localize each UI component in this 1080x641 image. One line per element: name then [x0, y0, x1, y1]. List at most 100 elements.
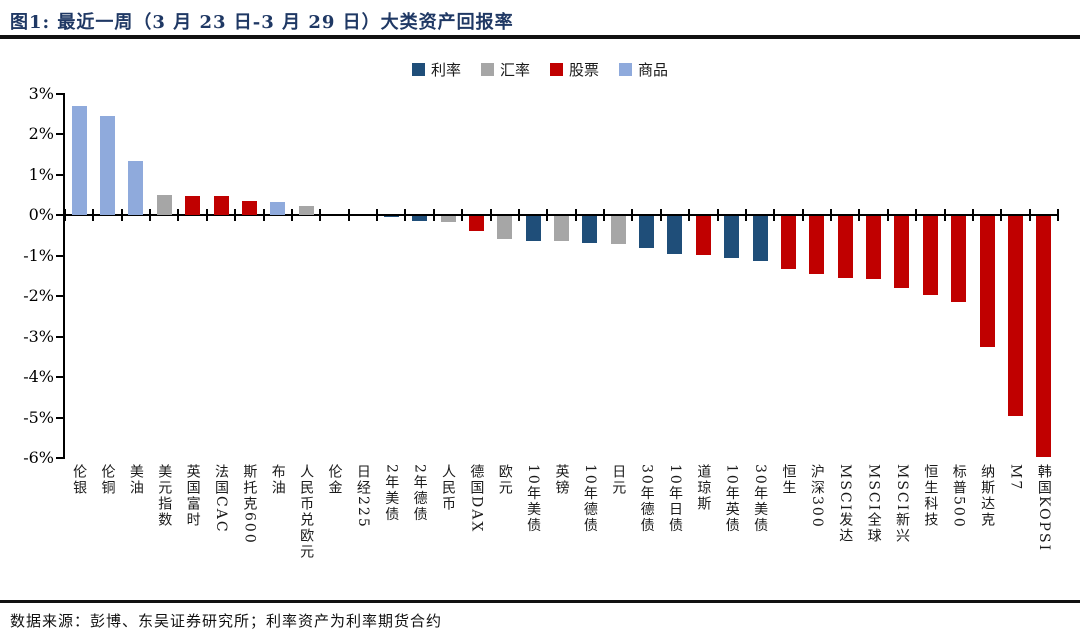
category-label: MSCI发达: [837, 464, 854, 545]
chart-bar: [639, 216, 655, 249]
x-axis-tick: [64, 209, 66, 221]
category-label: 法国CAC: [213, 464, 230, 534]
data-source-note: 数据来源：彭博、东吴证券研究所；利率资产为利率期货合约: [10, 612, 443, 630]
x-axis-tick: [120, 209, 123, 221]
x-axis-tick: [234, 209, 237, 221]
chart-bar: [922, 216, 938, 296]
legend-item: 利率: [411, 59, 461, 80]
chart-bar: [667, 216, 683, 254]
x-axis-tick: [1028, 209, 1031, 221]
x-axis-tick: [546, 209, 549, 221]
category-label: 布油: [269, 464, 286, 496]
legend-swatch-icon: [480, 63, 494, 76]
chart-bar: [979, 216, 995, 348]
chart-bar: [468, 216, 484, 231]
x-axis-tick: [205, 209, 208, 221]
y-axis-tick-label: 1%: [28, 164, 54, 184]
x-axis-tick: [149, 209, 152, 221]
y-axis-tick: [56, 457, 64, 459]
x-axis-tick: [262, 209, 265, 221]
y-axis-tick-label: 2%: [28, 124, 54, 143]
category-label: MSCI新兴: [893, 464, 910, 545]
y-axis-tick-label: -4%: [23, 367, 54, 386]
x-axis-tick: [773, 209, 776, 221]
footer-divider: [0, 600, 1080, 603]
chart-bar: [270, 202, 286, 215]
category-label: 2年美债: [383, 464, 400, 523]
chart-bar: [837, 216, 853, 278]
chart-bar: [724, 216, 740, 258]
chart-bar: [780, 216, 796, 269]
legend-item-label: 汇率: [499, 61, 530, 79]
chart-bar: [298, 206, 314, 215]
chart-bar: [185, 195, 201, 215]
category-label: 日经225: [354, 464, 371, 529]
y-axis-tick-label: -2%: [23, 286, 54, 305]
category-label: 标普500: [950, 464, 967, 529]
chart-bar: [610, 216, 626, 244]
category-label: 人民币: [440, 464, 456, 512]
category-label: 伦铜: [99, 464, 116, 496]
x-axis-tick: [915, 209, 918, 221]
x-axis-tick: [971, 209, 974, 221]
legend-swatch-icon: [411, 63, 425, 76]
y-axis-tick: [56, 335, 64, 338]
chart-bar: [412, 216, 428, 221]
x-axis-tick: [1057, 209, 1059, 221]
category-label: 沪深300: [808, 464, 825, 529]
legend-item: 汇率: [480, 59, 530, 80]
category-label: 德国DAX: [468, 464, 485, 534]
legend-swatch-icon: [619, 63, 633, 76]
figure-title: 图1: 最近一周（3 月 23 日-3 月 29 日）大类资产回报率: [10, 12, 514, 33]
chart-bar: [809, 216, 825, 274]
x-axis-line: [63, 214, 1059, 216]
chart-bar: [497, 216, 513, 239]
legend-item: 商品: [619, 59, 668, 80]
x-axis-tick: [943, 209, 946, 221]
chart-bar: [241, 201, 257, 215]
chart-bar: [554, 216, 569, 242]
y-axis-tick: [56, 214, 64, 216]
x-axis-tick: [92, 209, 95, 221]
legend: 利率 汇率 股票 商品: [0, 59, 1080, 80]
legend-item-label: 股票: [569, 61, 600, 79]
chart-bar: [128, 161, 144, 215]
category-label: 人民币兑欧元: [298, 464, 315, 560]
category-label: 纳斯达克: [979, 464, 996, 528]
category-label: 恒生科技: [922, 464, 939, 528]
category-label: 10年日债: [666, 464, 683, 534]
category-label: 10年美债: [525, 464, 542, 534]
chart-bar: [100, 115, 116, 215]
category-label: 英国富时: [184, 464, 201, 528]
y-axis-tick-label: -1%: [23, 245, 54, 265]
x-axis-tick: [404, 209, 407, 221]
y-axis-tick: [56, 295, 64, 297]
legend-item-label: 商品: [638, 61, 669, 79]
y-axis-line: [63, 93, 65, 459]
category-label: MSCI全球: [865, 464, 882, 545]
category-label: 10年英债: [723, 464, 740, 534]
x-axis-tick: [376, 209, 379, 221]
chart-bar: [213, 196, 229, 215]
y-axis-tick: [56, 254, 64, 257]
x-axis-tick: [347, 209, 350, 221]
category-label: 伦金: [326, 464, 343, 496]
category-label: 美元指数: [156, 464, 173, 528]
x-axis-tick: [319, 209, 322, 221]
category-label: 欧元: [496, 464, 513, 496]
chart-bar: [695, 216, 711, 255]
x-axis-tick: [801, 209, 804, 221]
x-axis-tick: [631, 209, 634, 221]
category-label: 斯托克600: [241, 464, 258, 545]
category-label: 英镑: [553, 464, 570, 496]
x-axis-tick: [603, 209, 606, 221]
category-label: 日元: [610, 464, 627, 496]
y-axis-tick-label: -6%: [23, 448, 54, 467]
category-label: 10年德债: [581, 464, 598, 534]
y-axis-tick-label: 3%: [28, 83, 54, 103]
category-label: 韩国KOPSI: [1035, 464, 1052, 553]
x-axis-tick: [830, 209, 833, 221]
chart-bar: [866, 216, 882, 279]
